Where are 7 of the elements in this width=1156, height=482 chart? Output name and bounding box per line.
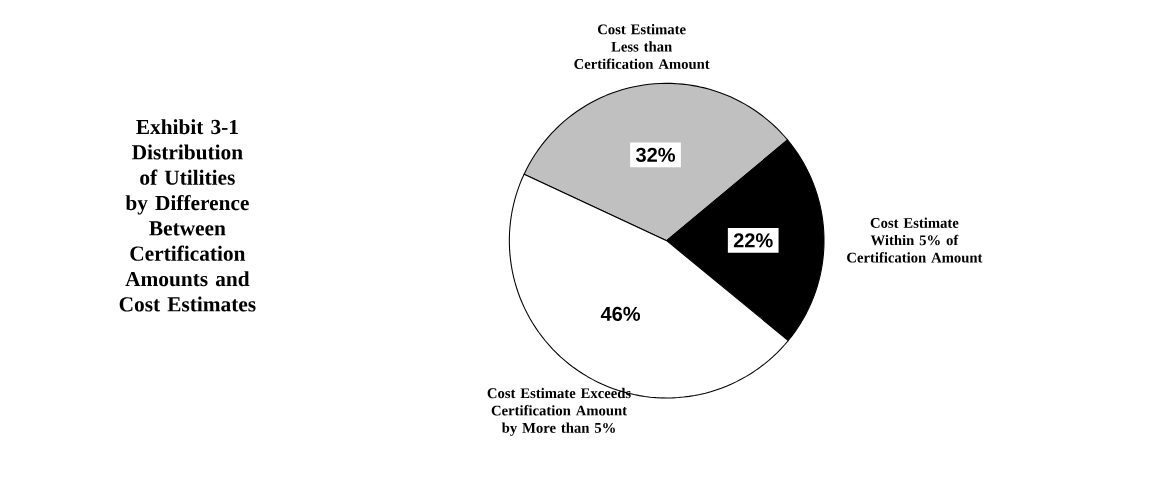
data-label: 32% [635,147,676,162]
data-label: 46% [600,306,641,321]
slice-label: Cost Estimate Less than Certification Amount [574,24,710,70]
text: Exhibit 3-1 Distribution of Utilities by Difference Between Certification Amounts and Cost Estimates [119,119,256,312]
slice-label: Cost Estimate Within 5% of Certification Amount [847,217,983,263]
data-label: 22% [733,233,773,248]
slice-label: Cost Estimate Exceeds Certification Amount by More than 5% [487,387,631,436]
